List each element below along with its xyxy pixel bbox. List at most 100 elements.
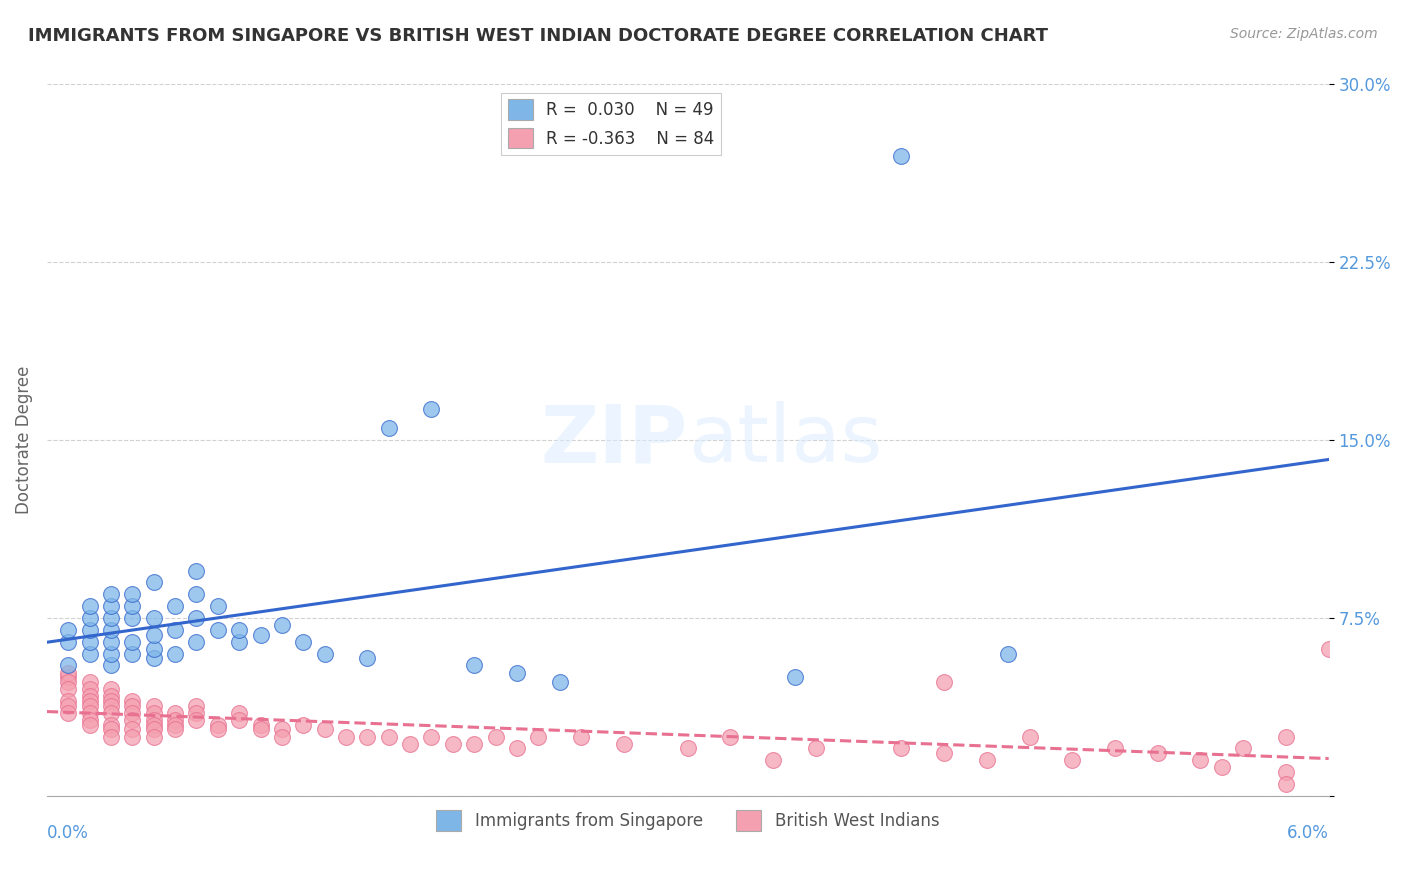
Point	[270, 723, 292, 737]
Point	[314, 647, 336, 661]
Point	[976, 753, 998, 767]
Point	[377, 421, 399, 435]
Point	[100, 682, 122, 697]
Point	[463, 658, 485, 673]
Point	[121, 647, 143, 661]
Point	[270, 730, 292, 744]
Point	[1062, 753, 1084, 767]
Text: Source: ZipAtlas.com: Source: ZipAtlas.com	[1230, 27, 1378, 41]
Point	[79, 675, 101, 690]
Point	[165, 723, 187, 737]
Point	[58, 694, 80, 708]
Point	[1317, 641, 1340, 656]
Point	[463, 737, 485, 751]
Y-axis label: Doctorate Degree: Doctorate Degree	[15, 366, 32, 515]
Legend: Immigrants from Singapore, British West Indians: Immigrants from Singapore, British West …	[430, 804, 946, 838]
Point	[121, 730, 143, 744]
Point	[399, 737, 422, 751]
Point	[165, 706, 187, 720]
Text: IMMIGRANTS FROM SINGAPORE VS BRITISH WEST INDIAN DOCTORATE DEGREE CORRELATION CH: IMMIGRANTS FROM SINGAPORE VS BRITISH WES…	[28, 27, 1047, 45]
Text: ZIP: ZIP	[540, 401, 688, 479]
Point	[676, 741, 699, 756]
Point	[79, 690, 101, 704]
Point	[100, 698, 122, 713]
Point	[79, 634, 101, 648]
Point	[270, 618, 292, 632]
Point	[121, 599, 143, 614]
Point	[292, 717, 315, 731]
Point	[142, 713, 165, 727]
Point	[100, 611, 122, 625]
Point	[79, 611, 101, 625]
Point	[142, 723, 165, 737]
Point	[720, 730, 742, 744]
Point	[1104, 741, 1126, 756]
Point	[569, 730, 592, 744]
Point	[165, 647, 187, 661]
Point	[100, 599, 122, 614]
Point	[997, 647, 1019, 661]
Point	[1275, 765, 1298, 780]
Point	[1232, 741, 1254, 756]
Point	[100, 717, 122, 731]
Point	[79, 694, 101, 708]
Point	[79, 623, 101, 637]
Point	[292, 634, 315, 648]
Point	[890, 148, 912, 162]
Point	[58, 698, 80, 713]
Point	[1211, 760, 1233, 774]
Point	[527, 730, 550, 744]
Point	[100, 694, 122, 708]
Point	[186, 564, 208, 578]
Point	[484, 730, 506, 744]
Point	[58, 658, 80, 673]
Point	[335, 730, 357, 744]
Point	[79, 647, 101, 661]
Point	[100, 647, 122, 661]
Point	[100, 730, 122, 744]
Point	[377, 730, 399, 744]
Point	[228, 706, 250, 720]
Point	[58, 670, 80, 684]
Point	[207, 599, 229, 614]
Point	[356, 730, 378, 744]
Point	[100, 658, 122, 673]
Point	[142, 651, 165, 665]
Point	[79, 717, 101, 731]
Point	[121, 634, 143, 648]
Point	[121, 713, 143, 727]
Point	[58, 623, 80, 637]
Point	[186, 611, 208, 625]
Point	[142, 627, 165, 641]
Point	[207, 623, 229, 637]
Point	[613, 737, 636, 751]
Point	[314, 723, 336, 737]
Point	[121, 611, 143, 625]
Point	[165, 623, 187, 637]
Point	[79, 599, 101, 614]
Point	[1018, 730, 1040, 744]
Point	[100, 723, 122, 737]
Point	[1275, 777, 1298, 791]
Point	[142, 641, 165, 656]
Point	[506, 741, 529, 756]
Point	[932, 746, 955, 760]
Point	[100, 706, 122, 720]
Point	[100, 690, 122, 704]
Point	[186, 713, 208, 727]
Point	[186, 634, 208, 648]
Point	[79, 706, 101, 720]
Point	[165, 717, 187, 731]
Point	[121, 706, 143, 720]
Point	[58, 706, 80, 720]
Point	[762, 753, 785, 767]
Text: 6.0%: 6.0%	[1286, 824, 1329, 842]
Point	[1189, 753, 1212, 767]
Point	[58, 675, 80, 690]
Point	[100, 634, 122, 648]
Point	[420, 730, 443, 744]
Point	[142, 575, 165, 590]
Point	[186, 698, 208, 713]
Point	[58, 634, 80, 648]
Point	[804, 741, 827, 756]
